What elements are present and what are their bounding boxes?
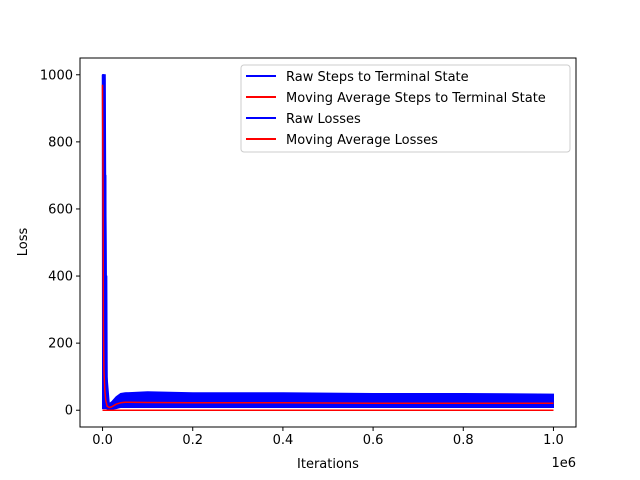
y-tick-label: 0 — [65, 404, 73, 419]
legend-label: Raw Losses — [286, 112, 361, 127]
y-axis-title: Loss — [16, 228, 31, 257]
y-tick-label: 1000 — [40, 68, 73, 83]
x-tick-label: 0.6 — [363, 433, 384, 448]
y-tick-label: 800 — [48, 135, 73, 150]
legend-label: Raw Steps to Terminal State — [286, 70, 469, 85]
series-layer — [101, 74, 554, 411]
legend-entries: Raw Steps to Terminal State Moving Averag… — [246, 70, 546, 148]
y-tick-label: 400 — [48, 270, 73, 285]
legend-label: Moving Average Steps to Terminal State — [286, 91, 546, 106]
plot-frame — [79, 57, 577, 428]
y-tick-label: 200 — [48, 337, 73, 352]
x-tick-label: 0.2 — [182, 433, 203, 448]
tick-layer: 0.0 0.2 0.4 0.6 0.8 1.0 0 200 400 600 800 1000 — [40, 68, 564, 448]
legend: Raw Steps to Terminal State Moving Averag… — [240, 64, 571, 153]
x-tick-label: 0.8 — [453, 433, 474, 448]
legend-label: Moving Average Losses — [286, 133, 438, 148]
y-tick-label: 600 — [48, 202, 73, 217]
legend-box — [240, 64, 571, 153]
x-axis-title: Iterations — [297, 457, 359, 472]
x-tick-label: 1.0 — [543, 433, 564, 448]
series-1-line — [101, 84, 554, 409]
x-tick-label: 0.4 — [273, 433, 294, 448]
x-tick-label: 0.0 — [92, 433, 113, 448]
x-offset-label: 1e6 — [551, 456, 576, 471]
